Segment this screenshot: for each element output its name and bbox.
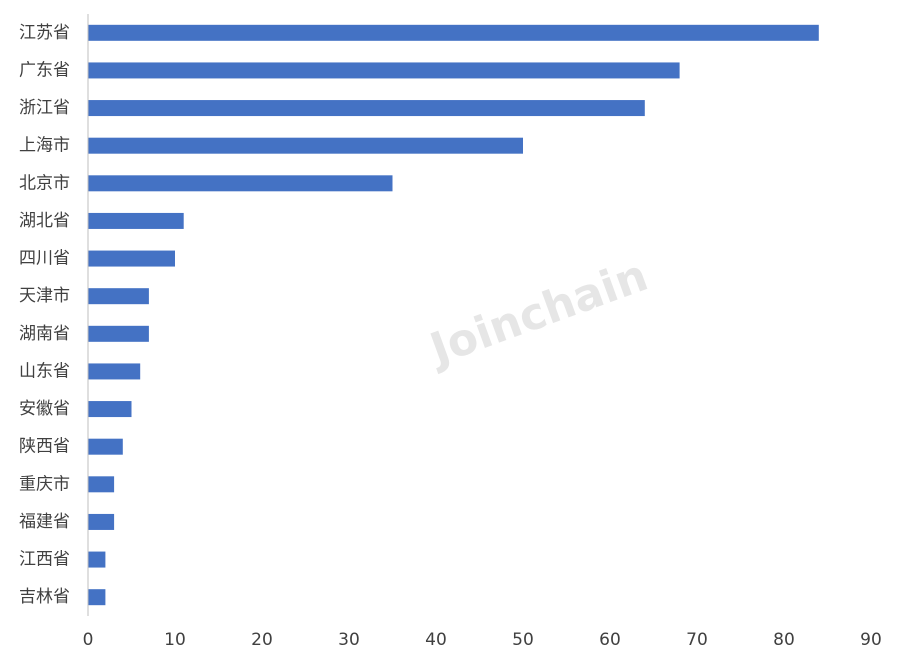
bar [88,476,115,493]
y-tick-label: 山东省 [19,361,70,381]
y-tick-label: 浙江省 [19,98,70,118]
y-tick-label: 湖南省 [19,324,70,344]
x-tick-label: 10 [164,630,186,650]
bar [88,401,132,418]
x-tick-label: 60 [599,630,621,650]
x-tick-label: 20 [251,630,273,650]
x-tick-label: 30 [338,630,360,650]
y-tick-label: 湖北省 [19,211,70,231]
bar [88,100,645,117]
x-tick-label: 0 [83,630,94,650]
y-tick-label: 江苏省 [19,23,70,43]
bar [88,62,680,79]
bar [88,551,106,568]
bar [88,438,123,455]
x-tick-label: 70 [686,630,708,650]
bar [88,288,149,305]
bar [88,589,106,606]
y-tick-label: 天津市 [19,286,70,306]
x-tick-label: 40 [425,630,447,650]
bar [88,513,115,530]
bar [88,137,523,154]
y-tick-label: 重庆市 [19,474,70,494]
y-tick-label: 安徽省 [19,399,70,419]
watermark: Joinchain [421,250,654,376]
y-tick-label: 广东省 [19,60,70,80]
y-tick-label: 江西省 [19,550,70,570]
bar [88,325,149,342]
x-tick-label: 90 [860,630,882,650]
y-tick-label: 吉林省 [19,587,70,607]
y-tick-label: 四川省 [19,249,70,269]
bar [88,250,175,267]
bar [88,212,184,229]
y-tick-label: 陕西省 [19,437,70,457]
y-tick-label: 福建省 [19,512,70,532]
y-tick-label: 上海市 [19,136,70,156]
y-tick-label: 北京市 [19,173,70,193]
x-tick-label: 80 [773,630,795,650]
x-tick-label: 50 [512,630,534,650]
bar [88,363,141,380]
bar [88,24,819,41]
bar [88,175,393,192]
